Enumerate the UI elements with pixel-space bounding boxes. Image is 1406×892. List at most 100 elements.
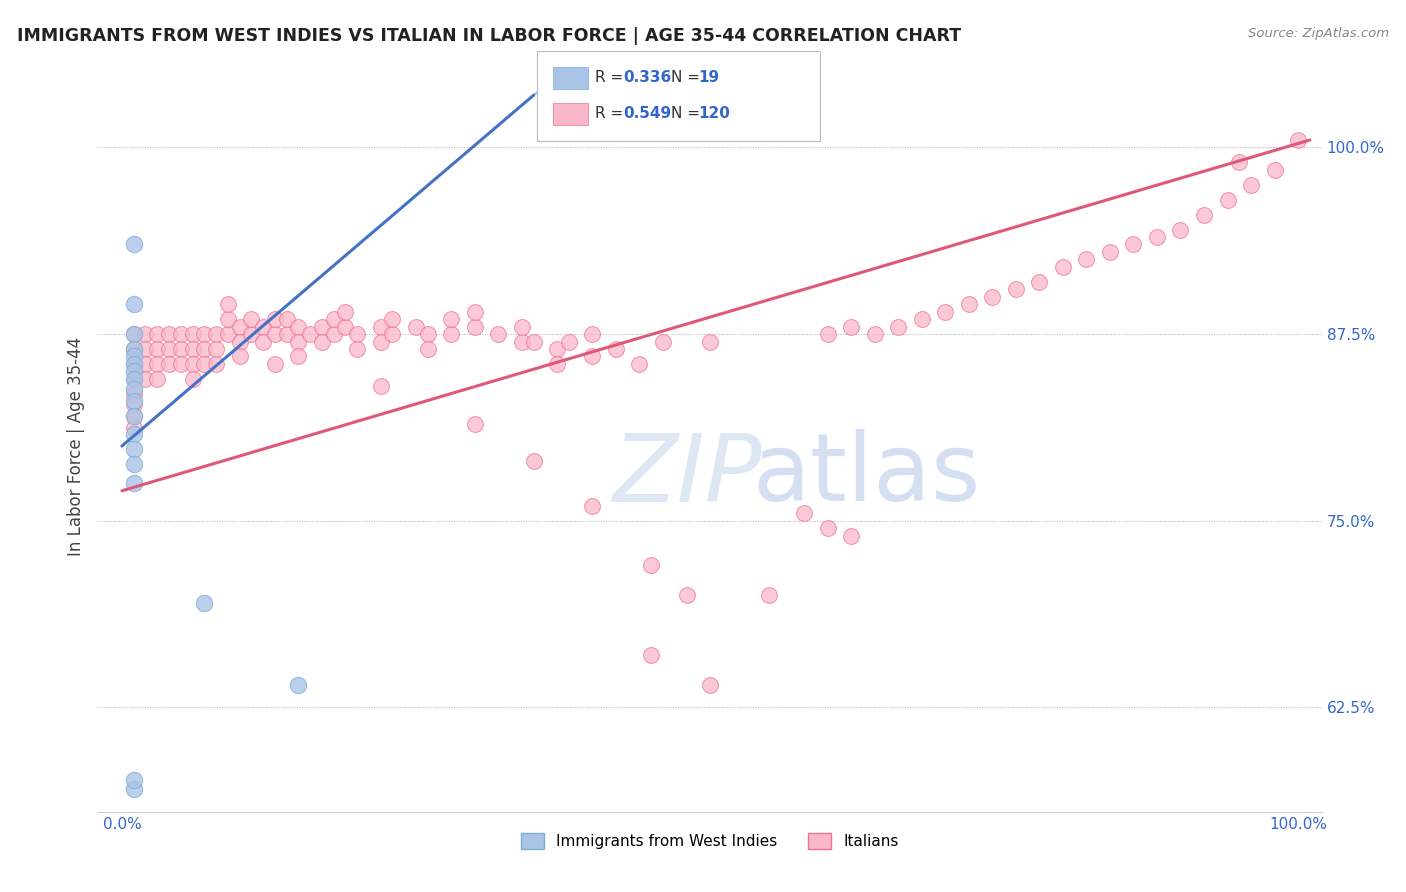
Point	[193, 342, 215, 356]
Point	[1264, 162, 1286, 177]
Point	[440, 312, 463, 326]
Point	[416, 326, 439, 341]
Point	[1286, 133, 1309, 147]
Point	[1216, 193, 1239, 207]
Point	[370, 379, 392, 393]
Point	[322, 326, 344, 341]
Point	[863, 326, 886, 341]
Point	[839, 319, 862, 334]
Point	[122, 326, 145, 341]
Text: R =: R =	[595, 106, 628, 120]
Point	[217, 297, 239, 311]
Text: atlas: atlas	[752, 429, 981, 521]
Point	[263, 357, 285, 371]
Point	[122, 342, 145, 356]
Text: IMMIGRANTS FROM WEST INDIES VS ITALIAN IN LABOR FORCE | AGE 35-44 CORRELATION CH: IMMIGRANTS FROM WEST INDIES VS ITALIAN I…	[17, 27, 960, 45]
Point	[287, 334, 309, 349]
Point	[581, 350, 603, 364]
Point	[170, 357, 193, 371]
Point	[122, 394, 145, 409]
Legend: Immigrants from West Indies, Italians: Immigrants from West Indies, Italians	[515, 827, 905, 855]
Point	[381, 326, 404, 341]
Point	[122, 421, 145, 435]
Point	[170, 326, 193, 341]
Point	[440, 326, 463, 341]
Point	[193, 326, 215, 341]
Point	[335, 304, 357, 318]
Point	[276, 326, 298, 341]
Y-axis label: In Labor Force | Age 35-44: In Labor Force | Age 35-44	[66, 336, 84, 556]
Point	[1028, 275, 1050, 289]
Point	[134, 326, 156, 341]
Point	[228, 319, 250, 334]
Point	[1122, 237, 1144, 252]
Point	[699, 334, 721, 349]
Point	[405, 319, 427, 334]
Point	[157, 342, 180, 356]
Point	[1227, 155, 1250, 169]
Point	[793, 506, 815, 520]
Text: Source: ZipAtlas.com: Source: ZipAtlas.com	[1249, 27, 1389, 40]
Point	[464, 319, 486, 334]
Point	[887, 319, 910, 334]
Text: 19: 19	[699, 70, 720, 85]
Point	[1170, 222, 1192, 236]
Point	[464, 417, 486, 431]
Point	[581, 326, 603, 341]
Point	[346, 342, 368, 356]
Point	[146, 372, 169, 386]
Point	[157, 326, 180, 341]
Text: 0.336: 0.336	[623, 70, 671, 85]
Point	[146, 326, 169, 341]
Point	[605, 342, 627, 356]
Point	[1004, 282, 1026, 296]
Point	[311, 334, 333, 349]
Point	[370, 319, 392, 334]
Point	[1192, 208, 1215, 222]
Point	[217, 312, 239, 326]
Point	[287, 350, 309, 364]
Point	[640, 648, 662, 662]
Point	[699, 678, 721, 692]
Point	[558, 334, 581, 349]
Point	[122, 386, 145, 401]
Point	[122, 476, 145, 491]
Text: 120: 120	[699, 106, 731, 120]
Point	[1146, 230, 1168, 244]
Point	[181, 372, 204, 386]
Point	[122, 297, 145, 311]
Point	[205, 326, 228, 341]
Text: N =: N =	[671, 70, 704, 85]
Point	[1098, 244, 1121, 259]
Point	[122, 397, 145, 411]
Point	[335, 319, 357, 334]
Point	[157, 357, 180, 371]
Point	[416, 342, 439, 356]
Point	[146, 342, 169, 356]
Point	[640, 558, 662, 573]
Point	[934, 304, 956, 318]
Point	[122, 357, 145, 371]
Point	[228, 350, 250, 364]
Point	[381, 312, 404, 326]
Point	[122, 409, 145, 424]
Point	[181, 326, 204, 341]
Point	[134, 357, 156, 371]
Point	[240, 326, 263, 341]
Point	[546, 357, 568, 371]
Point	[276, 312, 298, 326]
Point	[957, 297, 980, 311]
Point	[311, 319, 333, 334]
Point	[217, 326, 239, 341]
Text: ZIP: ZIP	[612, 430, 762, 521]
Point	[122, 409, 145, 424]
Point	[817, 326, 839, 341]
Point	[205, 357, 228, 371]
Point	[181, 342, 204, 356]
Point	[911, 312, 934, 326]
Point	[523, 334, 546, 349]
Point	[122, 326, 145, 341]
Point	[675, 588, 697, 602]
Point	[122, 372, 145, 386]
Point	[1052, 260, 1074, 274]
